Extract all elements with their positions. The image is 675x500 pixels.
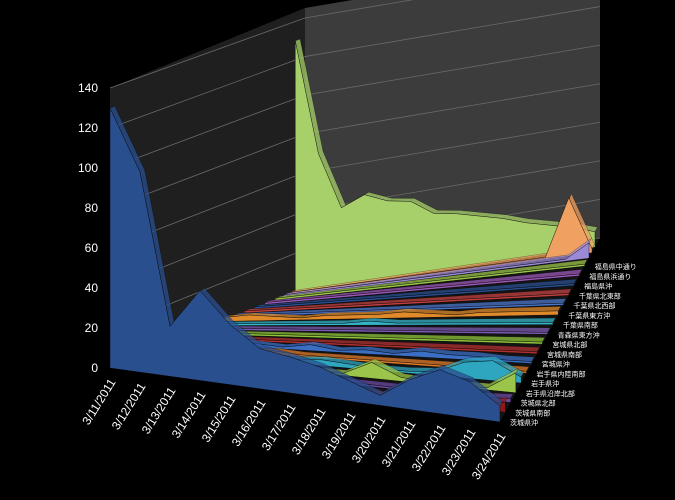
z-tick-label: 千葉県北西部	[574, 301, 616, 310]
y-tick-label: 60	[85, 241, 99, 255]
series-area	[244, 288, 572, 314]
z-tick-label: 福島県浜通り	[589, 272, 631, 281]
y-tick-label: 40	[85, 281, 99, 295]
series-front-face	[213, 321, 554, 326]
y-tick-label: 80	[85, 201, 99, 215]
series-area	[109, 106, 503, 423]
z-axis-ticks: 茨城県沖茨城県南部茨城県北部岩手県沿岸北部岩手県沖岩手県内陸南部宮城県沖宮城県南…	[510, 262, 637, 427]
series-front-face	[223, 310, 559, 322]
series-front-face	[254, 283, 575, 309]
series-area	[264, 269, 583, 305]
y-axis-ticks: 0 20 40 60 80 100 120 140	[78, 81, 98, 375]
series-area	[223, 306, 561, 322]
series-front-face	[289, 197, 593, 295]
y-tick-label: 140	[78, 81, 98, 95]
z-tick-label: 岩手県内陸南部	[536, 369, 585, 378]
z-tick-label: 宮城県南部	[547, 350, 582, 359]
series-front-face	[283, 242, 590, 298]
z-tick-label: 茨城県南部	[515, 408, 550, 417]
series-front-face	[264, 273, 580, 305]
z-tick-label: 福島県沖	[584, 282, 612, 291]
y-tick-label: 120	[78, 121, 98, 135]
series-area	[254, 278, 577, 309]
series-area	[182, 334, 540, 355]
series-front-face	[109, 107, 501, 423]
series-area	[274, 259, 588, 301]
y-tick-label: 100	[78, 161, 98, 175]
y-tick-label: 20	[85, 321, 99, 335]
back-series-area	[289, 193, 595, 295]
y-tick-label: 0	[91, 361, 98, 375]
series-front-face	[244, 293, 570, 314]
z-tick-label: 千葉県南部	[563, 321, 598, 330]
gridline	[109, 0, 414, 89]
z-tick-label: 福島県中通り	[595, 262, 637, 271]
z-tick-label: 宮城県沖	[542, 360, 570, 369]
series-front-face	[202, 327, 548, 335]
z-tick-label: 茨城県沖	[510, 418, 538, 427]
z-tick-label: 千葉県東方沖	[568, 311, 610, 320]
gridline	[109, 6, 601, 129]
z-tick-label: 岩手県沖	[531, 379, 559, 388]
series-area	[202, 325, 551, 335]
series-area	[213, 317, 556, 326]
series-front-face	[274, 263, 585, 301]
z-tick-label: 千葉県北東部	[579, 291, 621, 300]
z-tick-label: 岩手県沿岸北部	[526, 389, 575, 398]
series-layer	[109, 38, 598, 423]
z-tick-label: 宮城県北部	[552, 340, 587, 349]
z-tick-label: 茨城県北部	[521, 399, 556, 408]
z-tick-label: 青森県東方沖	[558, 330, 600, 339]
back-series-area	[283, 238, 592, 298]
